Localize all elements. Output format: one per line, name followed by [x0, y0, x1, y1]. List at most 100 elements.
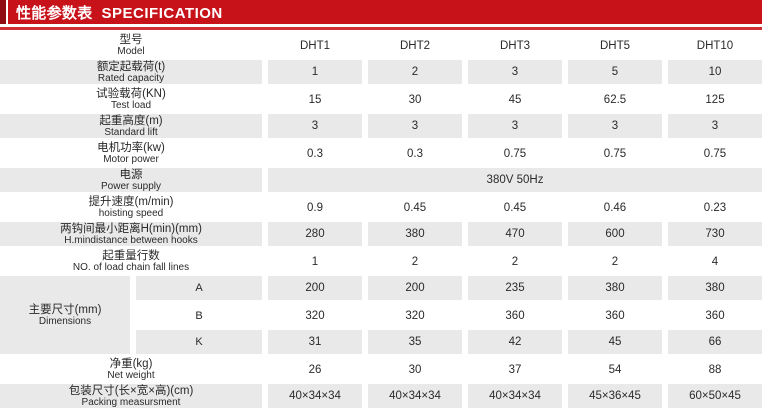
- value-cell: 600: [568, 222, 662, 246]
- table-row-net-weight: 净重(kg) Net weight 26 30 37 54 88: [0, 356, 762, 383]
- value-cell: 0.3: [307, 147, 323, 160]
- value-cell: 54: [608, 363, 622, 376]
- row-label: 起重高度(m) Standard lift: [0, 114, 262, 138]
- model-cell: DHT2: [399, 39, 431, 52]
- row-label-en: H.mindistance between hooks: [64, 234, 198, 246]
- value-cell: 280: [268, 222, 362, 246]
- row-label: 起重量行数 NO. of load chain fall lines: [0, 248, 262, 275]
- row-label-en: NO. of load chain fall lines: [72, 262, 190, 273]
- table-row-standard-lift: 起重高度(m) Standard lift 3 3 3 3 3: [0, 113, 762, 140]
- row-label-en: Test load: [110, 100, 152, 111]
- row-label-zh: 型号: [119, 34, 143, 46]
- model-cell: DHT5: [599, 39, 631, 52]
- row-label: 两钩间最小距离H(min)(mm) H.mindistance between …: [0, 222, 262, 246]
- dims-sub-label-b: B: [195, 309, 203, 322]
- value-cell: 26: [308, 363, 322, 376]
- value-cell: 42: [468, 330, 562, 354]
- value-cell: 2: [611, 255, 619, 268]
- value-cell: 40×34×34: [268, 384, 362, 408]
- page-title: 性能参数表 SPECIFICATION: [16, 2, 223, 23]
- row-label: 净重(kg) Net weight: [0, 356, 262, 383]
- table-row-power-supply: 电源 Power supply 380V 50Hz: [0, 167, 762, 194]
- row-label-zh: 提升速度(m/min): [88, 196, 174, 208]
- value-cell: 320: [305, 309, 325, 322]
- value-cell: 88: [708, 363, 722, 376]
- title-banner: 性能参数表 SPECIFICATION: [0, 0, 762, 24]
- value-cell: 3: [268, 114, 362, 138]
- value-cell: 3: [468, 114, 562, 138]
- dimensions-group-label: 主要尺寸(mm) Dimensions: [0, 276, 130, 354]
- value-cell: 35: [368, 330, 462, 354]
- table-row-chain-fall-lines: 起重量行数 NO. of load chain fall lines 1 2 2…: [0, 248, 762, 275]
- value-cell: 0.45: [503, 201, 527, 214]
- value-cell: 30: [408, 363, 422, 376]
- value-cell: 37: [508, 363, 522, 376]
- value-cell: 3: [368, 114, 462, 138]
- row-label-en: hoisting speed: [98, 208, 164, 219]
- value-cell: 3: [568, 114, 662, 138]
- value-cell: 2: [368, 60, 462, 84]
- value-cell: 360: [605, 309, 625, 322]
- row-label-en: Dimensions: [38, 315, 92, 327]
- row-label-en: Net weight: [107, 370, 155, 381]
- value-cell: 320: [405, 309, 425, 322]
- row-label: 型号 Model: [0, 32, 262, 59]
- value-cell: 31: [268, 330, 362, 354]
- value-cell: 15: [308, 93, 322, 106]
- dims-sub-label-k: K: [136, 330, 262, 354]
- table-row-test-load: 试验载荷(KN) Test load 15 30 45 62.5 125: [0, 86, 762, 113]
- value-cell: 0.75: [603, 147, 627, 160]
- table-row-min-hook-distance: 两钩间最小距离H(min)(mm) H.mindistance between …: [0, 221, 762, 248]
- page-title-en: SPECIFICATION: [101, 4, 223, 22]
- value-cell: 4: [711, 255, 719, 268]
- value-cell: 0.3: [407, 147, 423, 160]
- row-label-zh: 起重高度(m): [99, 114, 163, 127]
- row-label-zh: 主要尺寸(mm): [28, 303, 102, 316]
- value-cell: 200: [268, 276, 362, 300]
- value-cell: 0.46: [603, 201, 627, 214]
- power-supply-value-cell: 380V 50Hz: [268, 168, 762, 192]
- row-label-zh: 电源: [119, 168, 143, 181]
- value-cell: 0.45: [403, 201, 427, 214]
- value-cell: 1: [311, 255, 319, 268]
- spec-table: 型号 Model DHT1 DHT2 DHT3 DHT5 DHT10 额定起载荷…: [0, 32, 762, 410]
- value-cell: 360: [505, 309, 525, 322]
- value-cell: 2: [511, 255, 519, 268]
- value-cell: 5: [568, 60, 662, 84]
- value-cell: 2: [411, 255, 419, 268]
- value-cell: 470: [468, 222, 562, 246]
- dims-sub-label-a: A: [136, 276, 262, 300]
- value-cell: 60×50×45: [668, 384, 762, 408]
- model-cell: DHT3: [499, 39, 531, 52]
- value-cell: 45: [568, 330, 662, 354]
- value-cell: 380: [568, 276, 662, 300]
- value-cell: 30: [408, 93, 422, 106]
- value-cell: 45×36×45: [568, 384, 662, 408]
- value-cell: 200: [368, 276, 462, 300]
- row-label-zh: 额定起载荷(t): [96, 60, 166, 73]
- row-label-en: Power supply: [100, 180, 162, 192]
- value-cell: 40×34×34: [368, 384, 462, 408]
- value-cell: 0.23: [703, 201, 727, 214]
- page-title-zh: 性能参数表: [16, 4, 93, 22]
- value-cell: 235: [468, 276, 562, 300]
- value-cell: 125: [705, 93, 725, 106]
- row-label-zh: 包装尺寸(长×宽×高)(cm): [68, 384, 194, 397]
- table-row-model: 型号 Model DHT1 DHT2 DHT3 DHT5 DHT10: [0, 32, 762, 59]
- row-label-zh: 起重量行数: [102, 250, 160, 262]
- value-cell: 66: [668, 330, 762, 354]
- table-row-motor-power: 电机功率(kw) Motor power 0.3 0.3 0.75 0.75 0…: [0, 140, 762, 167]
- row-label: 额定起载荷(t) Rated capacity: [0, 60, 262, 84]
- value-cell: 10: [668, 60, 762, 84]
- value-cell: 380: [668, 276, 762, 300]
- row-label-zh: 净重(kg): [109, 358, 153, 370]
- row-label: 提升速度(m/min) hoisting speed: [0, 194, 262, 221]
- banner-underline: [0, 27, 762, 30]
- row-label-en: Model: [117, 46, 145, 57]
- value-cell: 730: [668, 222, 762, 246]
- row-label-en: Rated capacity: [97, 72, 165, 84]
- value-cell: 0.75: [503, 147, 527, 160]
- table-row-packing: 包装尺寸(长×宽×高)(cm) Packing measursment 40×3…: [0, 383, 762, 410]
- value-cell: 3: [468, 60, 562, 84]
- value-cell: 1: [268, 60, 362, 84]
